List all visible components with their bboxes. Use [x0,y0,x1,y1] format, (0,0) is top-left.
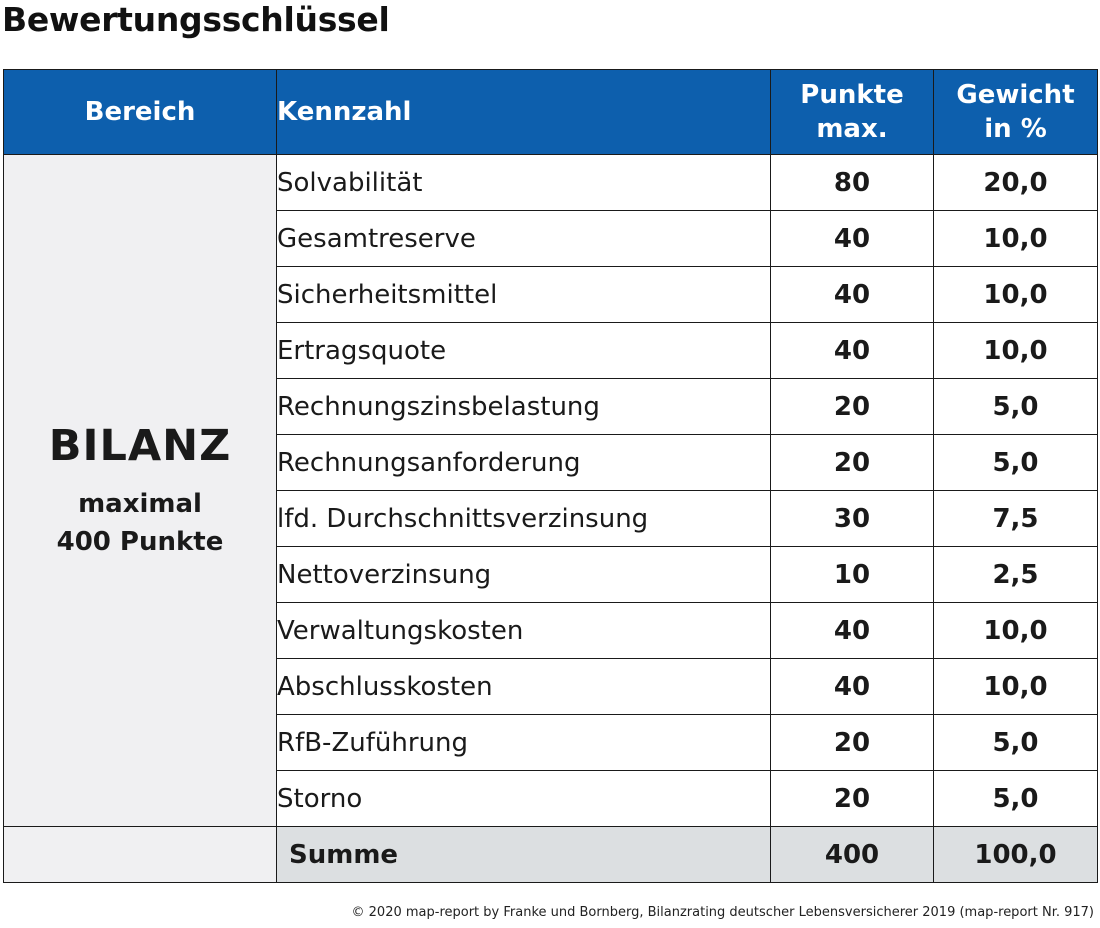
punkte-cell: 40 [770,602,934,659]
kennzahl-cell: Nettoverzinsung [276,546,771,603]
page-title: Bewertungsschlüssel [2,0,390,39]
table-row: Nettoverzinsung 10 2,5 [4,546,1098,603]
table-row: RfB-Zuführung 20 5,0 [4,714,1098,771]
kennzahl-cell: Ertragsquote [276,322,771,379]
punkte-cell: 40 [770,266,934,323]
gewicht-cell: 10,0 [933,322,1098,379]
gewicht-cell: 5,0 [933,434,1098,491]
sum-punkte: 400 [770,826,934,883]
table-row: Storno 20 5,0 [4,770,1098,827]
sum-row: Summe 400 100,0 [3,826,1098,883]
gewicht-cell: 10,0 [933,266,1098,323]
punkte-cell: 40 [770,322,934,379]
punkte-cell: 10 [770,546,934,603]
column-header-kennzahl-label: Kennzahl [277,97,412,127]
sum-label: Summe [276,826,771,883]
column-header-bereich-label: Bereich [84,97,196,127]
gewicht-cell: 10,0 [933,658,1098,715]
kennzahl-cell: Rechnungsanforderung [276,434,771,491]
bereich-max-line2: 400 Punkte [56,526,224,557]
kennzahl-cell: Abschlusskosten [276,658,771,715]
table-row: Abschlusskosten 40 10,0 [4,658,1098,715]
kennzahl-cell: Rechnungszinsbelastung [276,378,771,435]
gewicht-cell: 5,0 [933,770,1098,827]
column-header-punkte-line1: Punkte [800,80,904,110]
column-header-kennzahl: Kennzahl [276,69,771,155]
kennzahl-cell: RfB-Zuführung [276,714,771,771]
sum-gewicht: 100,0 [933,826,1098,883]
bereich-max-line1: maximal [78,488,202,519]
kennzahl-cell: Verwaltungskosten [276,602,771,659]
punkte-cell: 30 [770,490,934,547]
punkte-cell: 20 [770,714,934,771]
punkte-cell: 20 [770,378,934,435]
table-row: Rechnungszinsbelastung 20 5,0 [4,378,1098,435]
punkte-cell: 40 [770,210,934,267]
sum-bereich-empty-cell [3,826,277,883]
table-row: Ertragsquote 40 10,0 [4,322,1098,379]
gewicht-cell: 5,0 [933,714,1098,771]
kennzahl-cell: Gesamtreserve [276,210,771,267]
table-header-row: Bereich Kennzahl Punkte max. Gewicht in … [3,69,1098,155]
table-row: Sicherheitsmittel 40 10,0 [4,266,1098,323]
gewicht-cell: 5,0 [933,378,1098,435]
punkte-cell: 20 [770,770,934,827]
punkte-cell: 40 [770,658,934,715]
gewicht-cell: 7,5 [933,490,1098,547]
bereich-name: BILANZ [48,420,232,471]
table-row: BILANZ maximal 400 Punkte Solvabilität 8… [3,154,1098,827]
copyright-footer: © 2020 map-report by Franke und Bornberg… [351,905,1094,920]
column-header-gewicht: Gewicht in % [933,69,1098,155]
table-row: Verwaltungskosten 40 10,0 [4,602,1098,659]
column-header-gewicht-line1: Gewicht [956,80,1075,110]
column-header-bereich: Bereich [3,69,277,155]
column-header-punkte: Punkte max. [770,69,934,155]
gewicht-cell: 10,0 [933,210,1098,267]
gewicht-cell: 20,0 [933,154,1098,211]
table-row: Gesamtreserve 40 10,0 [4,210,1098,267]
column-header-punkte-line2: max. [816,114,888,144]
punkte-cell: 80 [770,154,934,211]
gewicht-cell: 10,0 [933,602,1098,659]
rating-key-table: Bereich Kennzahl Punkte max. Gewicht in … [3,69,1098,883]
kennzahl-cell: Sicherheitsmittel [276,266,771,323]
bereich-cell: BILANZ maximal 400 Punkte [3,154,277,827]
kennzahl-cell: Storno [276,770,771,827]
gewicht-cell: 2,5 [933,546,1098,603]
table-row: lfd. Durchschnittsverzinsung 30 7,5 [4,490,1098,547]
column-header-gewicht-line2: in % [984,114,1047,144]
kennzahl-cell: lfd. Durchschnittsverzinsung [276,490,771,547]
kennzahl-cell: Solvabilität [276,154,771,211]
punkte-cell: 20 [770,434,934,491]
